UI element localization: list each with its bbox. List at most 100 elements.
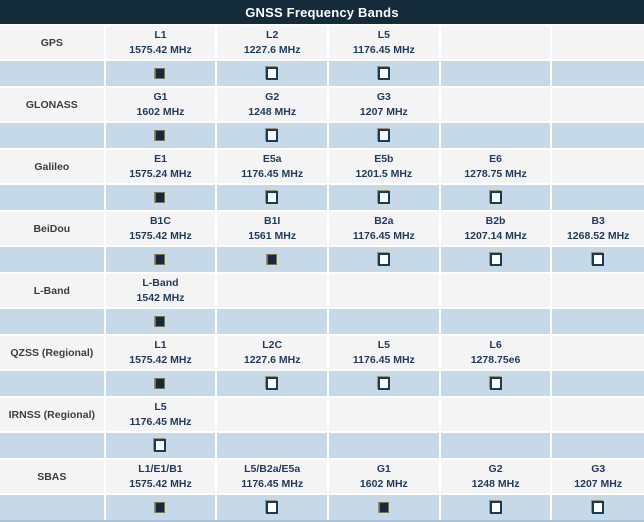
- checkbox-unchecked-icon[interactable]: [489, 190, 502, 204]
- checkbox-checked-icon[interactable]: [155, 377, 166, 389]
- checkbox-unchecked-icon[interactable]: [266, 376, 279, 390]
- checkbox-row-label-cell: [0, 433, 104, 458]
- band-cell: L1 1575.42 MHz: [105, 26, 216, 59]
- checkbox-row-label-cell: [0, 495, 104, 520]
- checkbox-cell: [217, 185, 328, 210]
- system-label-cell: Galileo: [0, 150, 104, 183]
- band-cell: L5 1176.45 MHz: [329, 336, 439, 369]
- checkbox-cell: [105, 61, 216, 86]
- checkbox-checked-icon[interactable]: [378, 501, 389, 513]
- checkbox-cell: [552, 309, 644, 334]
- band-name: E5a: [262, 152, 282, 165]
- checkbox-checked-icon[interactable]: [155, 253, 166, 265]
- checkbox-unchecked-icon[interactable]: [592, 252, 605, 266]
- checkbox-row-label-cell: [0, 185, 104, 210]
- system-band-row: BeiDou B1C 1575.42 MHz B1I 1561 MHz B2a 1176.4…: [0, 212, 644, 245]
- checkbox-cell: [329, 371, 439, 396]
- checkbox-unchecked-icon[interactable]: [377, 66, 390, 80]
- band-name: G1: [153, 90, 168, 103]
- band-cell: E6 1278.75 MHz: [440, 150, 551, 183]
- band-name: E6: [489, 152, 502, 165]
- checkbox-unchecked-icon[interactable]: [266, 190, 279, 204]
- band-cell: [217, 274, 328, 307]
- checkbox-unchecked-icon[interactable]: [266, 500, 279, 514]
- band-frequency: 1176.45 MHz: [241, 477, 304, 490]
- system-checkbox-row: [0, 371, 644, 396]
- band-name: G1: [376, 462, 391, 475]
- checkbox-checked-icon[interactable]: [155, 67, 166, 79]
- band-cell: L5 1176.45 MHz: [105, 398, 216, 431]
- checkbox-unchecked-icon[interactable]: [592, 500, 605, 514]
- band-frequency: 1176.45 MHz: [241, 167, 304, 180]
- band-cell: [552, 88, 644, 121]
- band-cell: [552, 274, 644, 307]
- system-band-row: GPS L1 1575.42 MHz L2 1227.6 MHz L5 1176.45 MH…: [0, 26, 644, 59]
- checkbox-unchecked-icon[interactable]: [489, 376, 502, 390]
- checkbox-cell: [217, 371, 328, 396]
- band-name: E1: [154, 152, 167, 165]
- system-checkbox-row: [0, 433, 644, 458]
- checkbox-unchecked-icon[interactable]: [377, 252, 390, 266]
- band-frequency: 1227.6 MHz: [243, 353, 301, 366]
- checkbox-checked-icon[interactable]: [267, 253, 278, 265]
- band-frequency: 1542 MHz: [136, 291, 185, 304]
- checkbox-unchecked-icon[interactable]: [266, 66, 279, 80]
- band-cell: [552, 336, 644, 369]
- band-cell: [440, 88, 551, 121]
- checkbox-cell: [440, 371, 551, 396]
- checkbox-unchecked-icon[interactable]: [266, 128, 279, 142]
- band-frequency: 1602 MHz: [136, 105, 185, 118]
- checkbox-row-label-cell: [0, 247, 104, 272]
- checkbox-unchecked-icon[interactable]: [489, 500, 502, 514]
- band-frequency: 1176.45 MHz: [352, 353, 415, 366]
- band-name: L5: [377, 28, 390, 41]
- band-cell: L-Band 1542 MHz: [105, 274, 216, 307]
- band-name: L6: [489, 338, 502, 351]
- checkbox-cell: [440, 185, 551, 210]
- band-cell: [552, 26, 644, 59]
- checkbox-cell: [329, 185, 439, 210]
- band-frequency: 1602 MHz: [359, 477, 408, 490]
- checkbox-checked-icon[interactable]: [155, 315, 166, 327]
- band-frequency: 1575.42 MHz: [129, 43, 192, 56]
- band-cell: G2 1248 MHz: [440, 460, 551, 493]
- band-name: G2: [488, 462, 503, 475]
- page-title: GNSS Frequency Bands: [0, 0, 644, 24]
- system-label-cell: GPS: [0, 26, 104, 59]
- band-cell: L2C 1227.6 MHz: [217, 336, 328, 369]
- system-label: GLONASS: [25, 98, 78, 111]
- system-label-cell: BeiDou: [0, 212, 104, 245]
- band-name: L5: [377, 338, 390, 351]
- checkbox-unchecked-icon[interactable]: [377, 128, 390, 142]
- system-label: IRNSS (Regional): [8, 408, 95, 421]
- checkbox-cell: [552, 247, 644, 272]
- checkbox-cell: [329, 247, 439, 272]
- band-name: G2: [265, 90, 280, 103]
- band-frequency: 1207 MHz: [574, 477, 623, 490]
- band-name: G3: [376, 90, 391, 103]
- system-label: SBAS: [37, 470, 67, 483]
- band-cell: E1 1575.24 MHz: [105, 150, 216, 183]
- checkbox-unchecked-icon[interactable]: [489, 252, 502, 266]
- checkbox-checked-icon[interactable]: [155, 129, 166, 141]
- band-frequency: 1278.75 MHz: [464, 167, 527, 180]
- band-name: L1/E1/B1: [138, 462, 183, 475]
- band-name: L5: [154, 400, 167, 413]
- band-frequency: 1575.42 MHz: [129, 477, 192, 490]
- band-cell: B1C 1575.42 MHz: [105, 212, 216, 245]
- system-label-cell: SBAS: [0, 460, 104, 493]
- checkbox-unchecked-icon[interactable]: [377, 190, 390, 204]
- band-cell: B2a 1176.45 MHz: [329, 212, 439, 245]
- band-cell: [552, 150, 644, 183]
- checkbox-cell: [105, 247, 216, 272]
- checkbox-unchecked-icon[interactable]: [154, 438, 167, 452]
- checkbox-unchecked-icon[interactable]: [377, 376, 390, 390]
- checkbox-checked-icon[interactable]: [155, 191, 166, 203]
- system-band-row: Galileo E1 1575.24 MHz E5a 1176.45 MHz E5b 120…: [0, 150, 644, 183]
- band-name: B2a: [374, 214, 394, 227]
- checkbox-cell: [329, 61, 439, 86]
- system-label: Galileo: [34, 160, 70, 173]
- system-band-row: L-Band L-Band 1542 MHz: [0, 274, 644, 307]
- checkbox-checked-icon[interactable]: [155, 501, 166, 513]
- checkbox-cell: [552, 123, 644, 148]
